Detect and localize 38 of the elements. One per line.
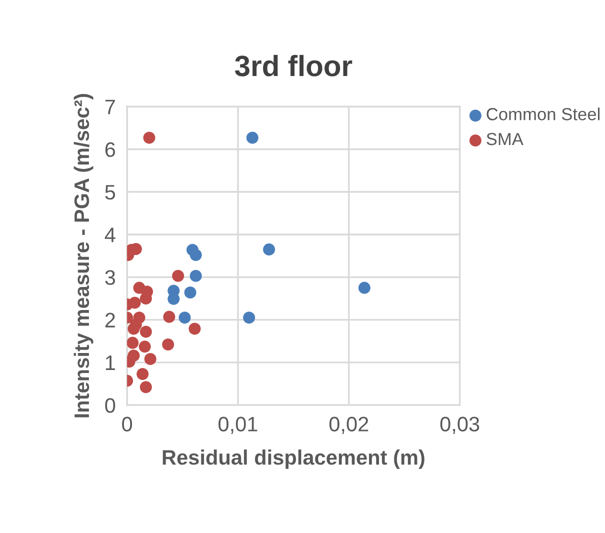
y-tick-label: 2 — [105, 312, 115, 328]
x-tick-label: 0,03 — [440, 416, 480, 434]
point — [190, 248, 202, 261]
point — [128, 296, 141, 309]
point — [358, 282, 370, 294]
point — [140, 381, 152, 394]
point — [143, 132, 156, 144]
point — [140, 326, 152, 338]
y-tick-label: 5 — [105, 185, 116, 200]
y-tick-label: 0 — [105, 398, 116, 413]
chart-title: 3rd floor — [234, 54, 352, 76]
point — [188, 322, 201, 335]
point — [127, 336, 139, 349]
x-tick-label: 0 — [122, 416, 132, 432]
legend-label: SMA — [486, 132, 524, 146]
y-tick-label: 1 — [106, 356, 115, 370]
point — [136, 368, 149, 380]
y-tick-label: 4 — [104, 228, 116, 242]
point — [190, 270, 202, 282]
point — [243, 312, 256, 324]
legend-label: Common Steel — [486, 108, 600, 120]
x-axis-title: Residual displacement (m) — [162, 450, 424, 469]
point — [138, 340, 151, 353]
point — [184, 286, 196, 299]
y-axis-title: Intensity measure - PGA (m/sec²) — [74, 94, 94, 418]
point — [162, 338, 174, 351]
point — [178, 312, 191, 324]
y-tick-label: 6 — [105, 142, 116, 157]
point — [144, 353, 156, 366]
y-tick-label: 7 — [105, 100, 115, 114]
y-tick-label: 3 — [105, 270, 116, 285]
point — [172, 270, 184, 282]
point — [163, 310, 176, 323]
point — [130, 318, 142, 331]
point — [246, 132, 258, 144]
x-tick-label: 0,01 — [218, 416, 258, 434]
x-tick-label: 0,02 — [329, 416, 368, 434]
point — [263, 243, 276, 256]
